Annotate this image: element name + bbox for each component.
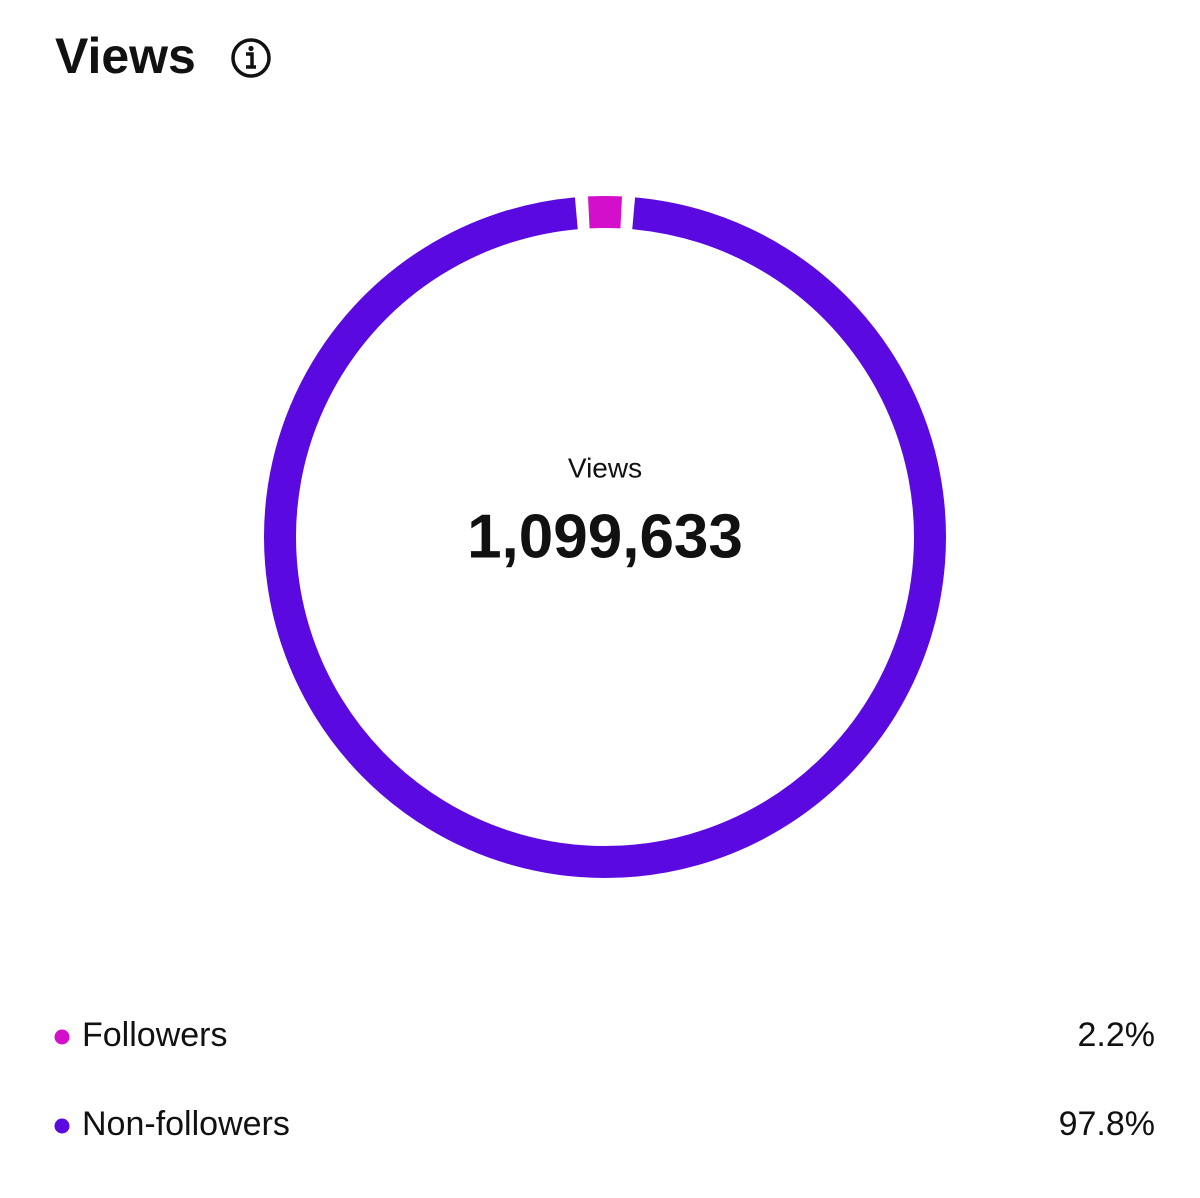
legend-label: Non-followers	[82, 1105, 290, 1143]
donut-segment	[264, 197, 946, 878]
center-label: Views	[568, 452, 642, 483]
legend-value: 2.2%	[1078, 1016, 1156, 1054]
legend-value: 97.8%	[1059, 1105, 1155, 1143]
legend-label: Followers	[82, 1016, 227, 1054]
legend-dot	[54, 1029, 70, 1045]
legend-dot	[54, 1118, 70, 1134]
center-total: 1,099,633	[467, 502, 743, 571]
info-icon[interactable]	[231, 38, 271, 78]
title: Views	[55, 28, 196, 84]
